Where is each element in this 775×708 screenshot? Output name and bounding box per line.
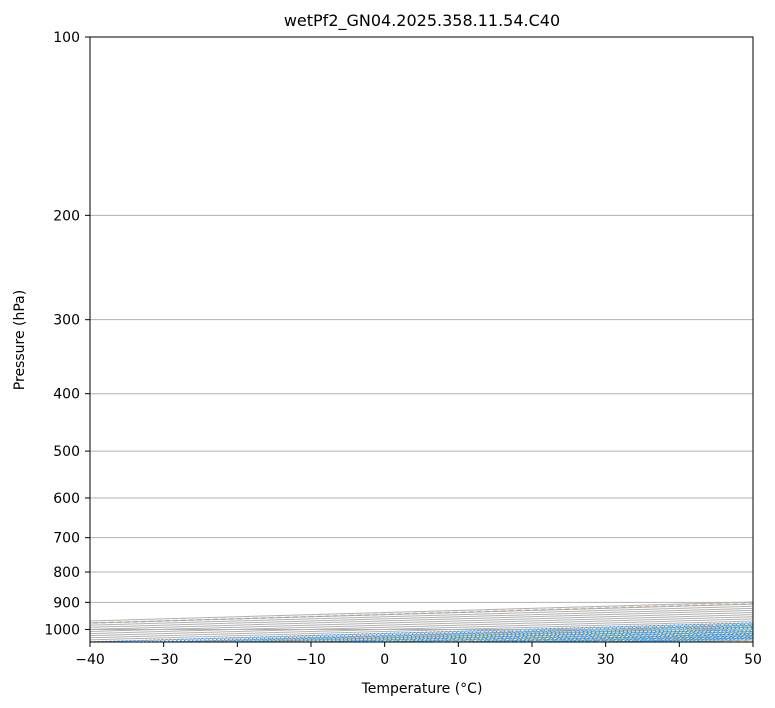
x-axis: −40 −30 −20 −10 0 10 20 30 40 50 [75,642,762,668]
isotherm-line [458,633,753,642]
pressure-grid [90,37,753,630]
y-tick-label: 900 [53,595,80,611]
isotherm-line [384,630,753,642]
x-tick-label: −30 [149,652,179,668]
isotherm-line [90,612,753,632]
dry-adiabat-line [412,631,753,642]
dry-adiabat-line [338,628,753,642]
x-tick-label: −40 [75,652,105,668]
moist-adiabat-line [642,638,753,642]
y-tick-label: 600 [53,491,80,507]
y-axis: 100 200 300 400 500 600 700 800 900 1000 [44,30,90,638]
moist-adiabat-line [237,625,753,642]
dry-adiabat-line [636,637,753,642]
moist-adiabat-line [163,623,753,642]
moist-adiabat-line [274,627,753,642]
isotherm-line [237,626,753,642]
x-tick-label: 0 [380,652,389,668]
x-tick-label: −10 [296,652,326,668]
isotherm-line [679,639,753,642]
isotherm-line [90,616,753,637]
moist-adiabat-line [495,633,753,642]
moist-adiabat-line [568,636,753,642]
x-tick-label: 50 [744,652,762,668]
isotherm-line [90,618,753,639]
x-axis-title: Temperature (°C) [361,681,483,697]
dry-adiabat-line [487,633,753,642]
dry-adiabat-line [562,635,753,642]
x-tick-label: 30 [597,652,615,668]
y-tick-label: 200 [53,208,80,224]
y-tick-label: 300 [53,313,80,329]
isotherm-line [90,622,753,642]
isotherm-line [90,607,753,628]
moist-adiabat-line [679,639,753,642]
plot-frame [89,36,754,643]
moist-adiabat-line [531,634,753,642]
isotherm-line [163,624,753,642]
isotherm-line [90,601,753,622]
mixing-ratio-line [185,625,753,642]
moist-adiabat-line [605,637,753,642]
mixing-ratio-line [131,623,753,642]
isotherm-line [310,628,753,642]
y-tick-label: 500 [53,444,80,460]
x-tick-label: −20 [223,652,253,668]
y-tick-label: 1000 [44,622,80,638]
moist-adiabat-line [200,624,753,642]
moist-adiabat-line [421,631,753,642]
isotherm-line [90,620,753,641]
isotherm-line [90,609,753,630]
y-tick-label: 100 [53,30,80,46]
isotherm-line [90,614,753,635]
isotherm-line [90,603,753,624]
chart-title: wetPf2_GN04.2025.358.11.54.C40 [284,11,560,31]
isotherm-line [90,605,753,626]
y-axis-title: Pressure (hPa) [12,290,28,390]
dashed-reference-curve [90,602,753,624]
isotherm-line [531,635,753,642]
mixing-ratio-line [572,636,753,642]
x-tick-label: 40 [670,652,688,668]
moist-adiabat-line [347,629,753,642]
dry-adiabat-line [188,624,753,642]
x-tick-label: 10 [449,652,467,668]
isotherm-line [752,641,753,642]
dry-adiabat-line [711,640,753,642]
dry-adiabat-line [263,626,753,642]
background-lines [90,601,753,642]
moist-adiabat-line [384,630,753,642]
y-tick-label: 800 [53,565,80,581]
moist-adiabat-line [310,628,753,642]
mixing-ratio-line [599,637,753,642]
x-tick-label: 20 [523,652,541,668]
isotherm-line [605,637,753,642]
y-tick-label: 400 [53,387,80,403]
y-tick-label: 700 [53,531,80,547]
moist-adiabat-line [458,632,753,642]
